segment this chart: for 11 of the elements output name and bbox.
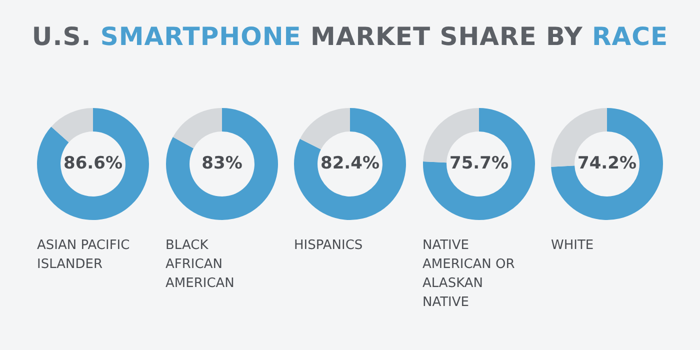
data-label: 74.2% bbox=[578, 153, 636, 174]
data-label: 86.6% bbox=[64, 153, 122, 174]
text: BLACK AFRICAN AMERICAN bbox=[164, 237, 236, 293]
data-label: 83% bbox=[201, 153, 242, 174]
data-label: 75.7% bbox=[449, 153, 508, 174]
text: WHITE bbox=[550, 237, 595, 255]
data-label: 82.4% bbox=[320, 153, 380, 174]
text: U.S. SMARTPHONE MARKET SHARE BY RACE bbox=[32, 22, 668, 51]
text: NATIVE AMERICAN OR ALASKAN NATIVE bbox=[422, 237, 516, 312]
text: ASIAN PACIFIC ISLANDER bbox=[36, 237, 131, 274]
text: HISPANICS bbox=[293, 237, 364, 255]
